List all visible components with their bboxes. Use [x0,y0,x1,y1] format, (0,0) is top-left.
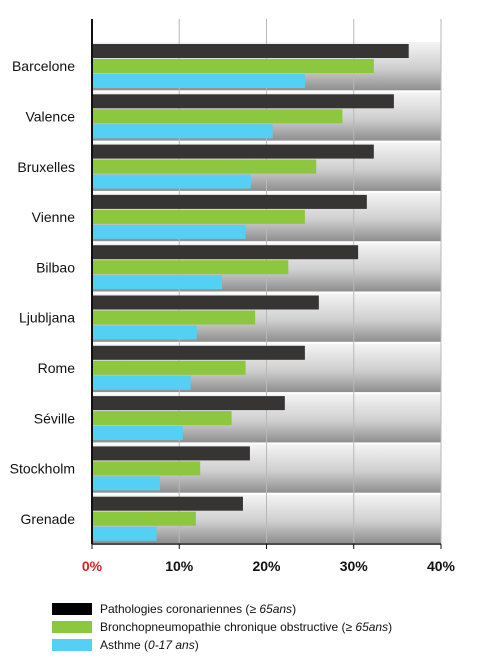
bar [92,511,196,526]
axes [91,19,442,549]
bar [92,345,305,360]
x-tick-label: 20% [252,558,281,574]
bar [92,375,191,390]
bar [92,526,157,541]
category-label: Rome [38,360,76,376]
bar [92,59,374,73]
legend-label-copd: Bronchopneumopathie chronique obstructiv… [100,620,393,634]
bar [92,159,317,174]
legend-item-copd: Bronchopneumopathie chronique obstructiv… [52,618,472,636]
category-label: Stockholm [10,461,75,477]
bar [92,295,319,310]
x-tick-label: 30% [340,558,369,574]
bar [92,194,367,209]
bar [92,476,161,491]
x-tick-labels: 0% 10% 20% 30% 40% [82,558,456,574]
legend-swatch-asthma [52,639,92,651]
legend: Pathologies coronariennes (≥ 65ans) Bron… [52,600,472,654]
bar [92,209,305,224]
legend-item-asthma: Asthme (0-17 ans) [52,636,472,654]
bar [92,224,246,239]
bar [92,411,232,426]
bar [92,245,359,260]
category-label: Ljubljana [19,310,75,326]
bar [92,360,246,375]
bar [92,74,305,88]
x-tick-label: 10% [165,558,194,574]
bar [92,109,343,124]
bar-chart: Barcelone Valence Bruxelles Vienne Bilbao Lju… [10,19,456,574]
legend-swatch-copd [52,621,92,633]
bar [92,396,285,411]
x-tick-label: 40% [427,558,456,574]
legend-item-coronary: Pathologies coronariennes (≥ 65ans) [52,600,472,618]
category-label: Bilbao [36,259,75,275]
category-label: Barcelone [12,58,75,74]
bar [92,496,243,511]
category-label: Valence [25,108,75,124]
x-tick-label: 0% [82,558,103,574]
bar [92,275,223,290]
bar [92,426,183,441]
legend-label-coronary: Pathologies coronariennes (≥ 65ans) [100,602,297,616]
legend-swatch-coronary [52,603,92,615]
category-labels: Barcelone Valence Bruxelles Vienne Bilbao Lju… [10,58,76,527]
legend-label-asthma: Asthme (0-17 ans) [100,638,199,652]
bar [92,124,273,139]
bar [92,325,197,340]
bar [92,144,374,159]
bar [92,310,256,325]
category-label: Grenade [21,511,76,527]
bar [92,174,251,189]
bar [92,260,289,275]
category-label: Vienne [32,209,76,225]
category-label: Bruxelles [17,159,75,175]
bar [92,461,201,476]
bar [92,446,250,461]
bar [92,44,409,58]
category-label: Séville [34,410,75,426]
bar [92,94,394,109]
bars [92,44,409,541]
